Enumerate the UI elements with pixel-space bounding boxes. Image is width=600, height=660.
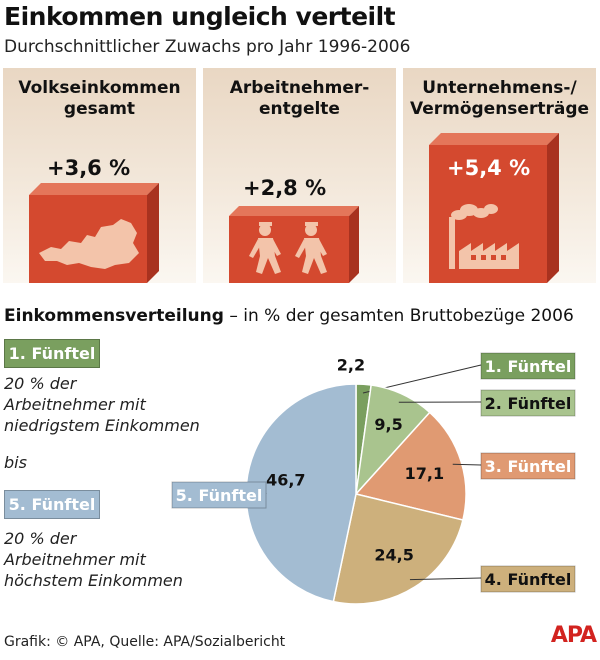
pie-category-text-3: 3. Fünftel bbox=[485, 457, 572, 476]
factory-icon bbox=[429, 133, 559, 283]
income-distribution-pie-chart: 2,2 9,5 17,1 24,5 46,7 1. Fünftel 2. Fünftel 3.… bbox=[171, 352, 576, 605]
panel-volkseinkommen: Volkseinkommen gesamt +3,6 % bbox=[3, 68, 196, 283]
legend-bis: bis bbox=[4, 453, 27, 472]
pie-leader-line-4 bbox=[409, 577, 482, 581]
section-title: Einkommensverteilung – in % der gesamten… bbox=[4, 306, 574, 326]
austria-map-icon bbox=[29, 183, 159, 283]
pie-category-badge-2 bbox=[480, 389, 576, 417]
panel-title: Volkseinkommen gesamt bbox=[18, 78, 181, 119]
pie-category-label-3: 3. Fünftel bbox=[480, 452, 576, 480]
pie-category-badge-5 bbox=[171, 481, 267, 509]
pie-category-label-1: 1. Fünftel bbox=[480, 352, 576, 380]
pie-value-label-4: 24,5 bbox=[374, 545, 413, 564]
panel-value: +3,6 % bbox=[47, 156, 131, 180]
chart-title: Einkommen ungleich verteilt bbox=[4, 2, 396, 31]
section-title-bold: Einkommensverteilung bbox=[4, 306, 224, 326]
pie-category-label-4: 4. Fünftel bbox=[480, 565, 576, 593]
pie-category-badge-3 bbox=[480, 452, 576, 480]
apa-logo: APA bbox=[550, 623, 597, 648]
legend-first-fifth-badge: 1. Fünftel bbox=[4, 339, 100, 368]
panel-unternehmensertraege: Unternehmens-/ Vermögenserträge +5,4 % bbox=[403, 68, 596, 283]
panel-title: Arbeitnehmer- entgelte bbox=[229, 78, 370, 119]
pie-category-label-2: 2. Fünftel bbox=[480, 389, 576, 417]
panel-value: +2,8 % bbox=[243, 176, 327, 200]
pie-category-badge-1 bbox=[480, 352, 576, 380]
source-footer: Grafik: © APA, Quelle: APA/Sozialbericht bbox=[4, 634, 286, 650]
pie-category-text-1: 1. Fünftel bbox=[485, 357, 572, 376]
pie-slice-4 bbox=[332, 493, 464, 605]
pie-category-badge-4 bbox=[480, 565, 576, 593]
pie-leader-line-3 bbox=[452, 463, 482, 466]
legend-fifth-fifth-badge: 5. Fünftel bbox=[4, 490, 100, 519]
pie-value-label-1: 2,2 bbox=[337, 356, 365, 375]
pie-category-text-4: 4. Fünftel bbox=[485, 570, 572, 589]
legend-fifth-fifth-desc: 20 % der Arbeitnehmer mit höchstem Einko… bbox=[4, 529, 183, 590]
panel-arbeitnehmerentgelte: Arbeitnehmer- entgelte +2,8 % bbox=[203, 68, 396, 283]
legend-first-fifth-desc: 20 % der Arbeitnehmer mit niedrigstem Ei… bbox=[4, 374, 200, 435]
apa-logo-text: APA bbox=[550, 623, 597, 648]
pie-value-label-2: 9,5 bbox=[374, 415, 402, 434]
panel-title: Unternehmens-/ Vermögenserträge bbox=[409, 78, 590, 119]
pie-category-label-5: 5. Fünftel bbox=[171, 481, 267, 509]
pie-category-text-2: 2. Fünftel bbox=[485, 394, 572, 413]
chart-subtitle: Durchschnittlicher Zuwachs pro Jahr 1996… bbox=[4, 37, 411, 57]
workers-icon bbox=[229, 206, 359, 283]
pie-value-label-3: 17,1 bbox=[405, 464, 444, 483]
panel-value: +5,4 % bbox=[447, 156, 531, 180]
pie-value-label-5: 46,7 bbox=[266, 471, 305, 490]
section-title-rest: – in % der gesamten Bruttobezüge 2006 bbox=[223, 306, 574, 326]
pie-slice-3 bbox=[354, 411, 467, 521]
pie-category-text-5: 5. Fünftel bbox=[176, 486, 263, 505]
